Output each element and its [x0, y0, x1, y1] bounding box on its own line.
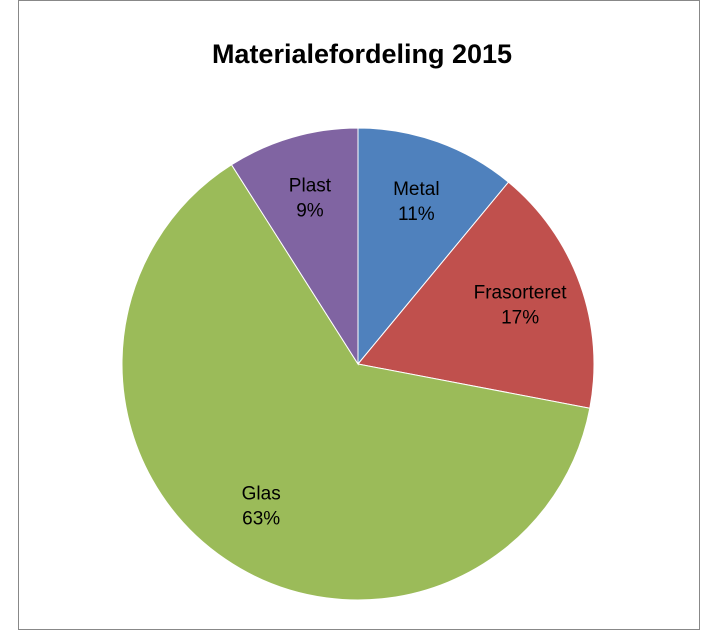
slice-value-label: 63%	[242, 509, 280, 530]
pie-slice	[230, 127, 359, 366]
chart-title: Materialefordeling 2015	[212, 39, 512, 69]
pie-slice	[357, 127, 510, 366]
slice-label: Metal	[393, 179, 439, 200]
slice-value-label: 17%	[501, 308, 539, 329]
pie-slice	[357, 181, 595, 409]
pie-slice	[121, 164, 591, 601]
slice-value-label: 11%	[398, 204, 435, 225]
slice-label: Plast	[289, 176, 332, 197]
slice-value-label: 9%	[296, 201, 324, 222]
slice-label: Glas	[242, 484, 281, 505]
slice-label: Frasorteret	[474, 283, 568, 304]
